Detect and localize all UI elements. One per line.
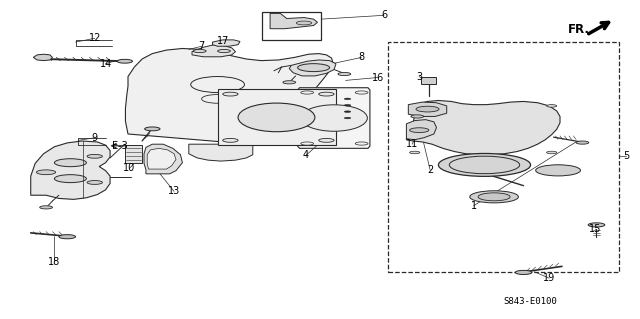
Text: S843-E0100: S843-E0100 xyxy=(503,297,557,306)
Text: 15: 15 xyxy=(589,224,602,234)
Text: 2: 2 xyxy=(427,165,433,175)
Ellipse shape xyxy=(87,154,102,158)
Text: 19: 19 xyxy=(543,273,556,283)
Polygon shape xyxy=(192,45,236,57)
Polygon shape xyxy=(421,77,436,84)
Ellipse shape xyxy=(298,64,330,71)
Ellipse shape xyxy=(344,111,351,112)
Text: 16: 16 xyxy=(371,72,384,83)
Ellipse shape xyxy=(59,235,76,239)
Ellipse shape xyxy=(238,103,315,132)
Ellipse shape xyxy=(193,49,206,53)
Ellipse shape xyxy=(344,105,351,106)
Polygon shape xyxy=(262,12,321,40)
Text: 10: 10 xyxy=(123,163,136,174)
Ellipse shape xyxy=(355,91,368,94)
Ellipse shape xyxy=(536,165,580,176)
Text: 6: 6 xyxy=(381,10,387,20)
Ellipse shape xyxy=(478,193,510,201)
Text: 9: 9 xyxy=(92,133,98,143)
Ellipse shape xyxy=(202,94,234,103)
Polygon shape xyxy=(33,54,52,61)
Polygon shape xyxy=(212,40,240,46)
Text: 17: 17 xyxy=(216,36,229,47)
Ellipse shape xyxy=(296,21,312,25)
Ellipse shape xyxy=(319,138,334,142)
Ellipse shape xyxy=(515,271,532,274)
Text: 8: 8 xyxy=(358,52,365,63)
Polygon shape xyxy=(125,48,336,144)
Ellipse shape xyxy=(338,72,351,76)
Ellipse shape xyxy=(301,91,314,94)
Ellipse shape xyxy=(223,138,238,142)
Ellipse shape xyxy=(54,159,86,167)
Polygon shape xyxy=(406,120,436,140)
Ellipse shape xyxy=(145,127,160,131)
Text: 4: 4 xyxy=(303,150,309,160)
Polygon shape xyxy=(289,60,336,76)
Text: E-3: E-3 xyxy=(113,141,128,151)
Polygon shape xyxy=(147,148,176,169)
Text: 5: 5 xyxy=(623,151,629,161)
Polygon shape xyxy=(125,145,142,163)
Ellipse shape xyxy=(588,223,605,227)
Ellipse shape xyxy=(283,81,296,84)
Ellipse shape xyxy=(547,105,557,107)
Ellipse shape xyxy=(117,59,132,63)
Ellipse shape xyxy=(301,105,367,131)
Ellipse shape xyxy=(547,151,557,154)
Ellipse shape xyxy=(218,49,230,53)
Ellipse shape xyxy=(344,98,351,100)
Text: 3: 3 xyxy=(416,71,422,82)
Ellipse shape xyxy=(223,92,238,96)
Polygon shape xyxy=(144,144,182,174)
Text: 11: 11 xyxy=(406,139,419,149)
Text: 1: 1 xyxy=(470,201,477,211)
Ellipse shape xyxy=(87,181,102,184)
Text: FR.: FR. xyxy=(568,23,590,36)
Ellipse shape xyxy=(411,115,424,118)
Text: 14: 14 xyxy=(99,59,112,69)
Ellipse shape xyxy=(470,191,518,203)
Ellipse shape xyxy=(54,175,86,182)
Text: 13: 13 xyxy=(168,186,180,197)
Ellipse shape xyxy=(36,170,56,174)
Bar xyxy=(388,42,619,272)
Ellipse shape xyxy=(355,142,368,145)
Text: 12: 12 xyxy=(88,33,101,43)
Text: 18: 18 xyxy=(48,257,61,267)
Ellipse shape xyxy=(40,206,52,209)
Ellipse shape xyxy=(416,106,439,112)
Ellipse shape xyxy=(344,117,351,119)
Ellipse shape xyxy=(301,142,314,145)
Ellipse shape xyxy=(319,92,334,96)
Polygon shape xyxy=(189,144,253,161)
Ellipse shape xyxy=(410,151,420,154)
Polygon shape xyxy=(31,141,110,199)
Text: 7: 7 xyxy=(198,41,205,51)
Ellipse shape xyxy=(410,105,420,107)
Polygon shape xyxy=(408,102,447,116)
Polygon shape xyxy=(298,88,370,148)
Ellipse shape xyxy=(438,153,531,176)
Ellipse shape xyxy=(576,141,589,144)
Polygon shape xyxy=(218,89,336,145)
Ellipse shape xyxy=(191,77,244,93)
Ellipse shape xyxy=(410,128,429,132)
Polygon shape xyxy=(270,13,317,29)
Polygon shape xyxy=(406,100,560,155)
